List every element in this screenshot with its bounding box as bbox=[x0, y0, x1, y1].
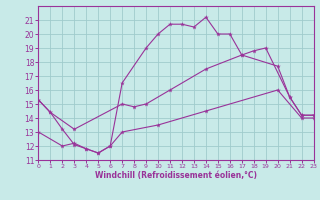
X-axis label: Windchill (Refroidissement éolien,°C): Windchill (Refroidissement éolien,°C) bbox=[95, 171, 257, 180]
